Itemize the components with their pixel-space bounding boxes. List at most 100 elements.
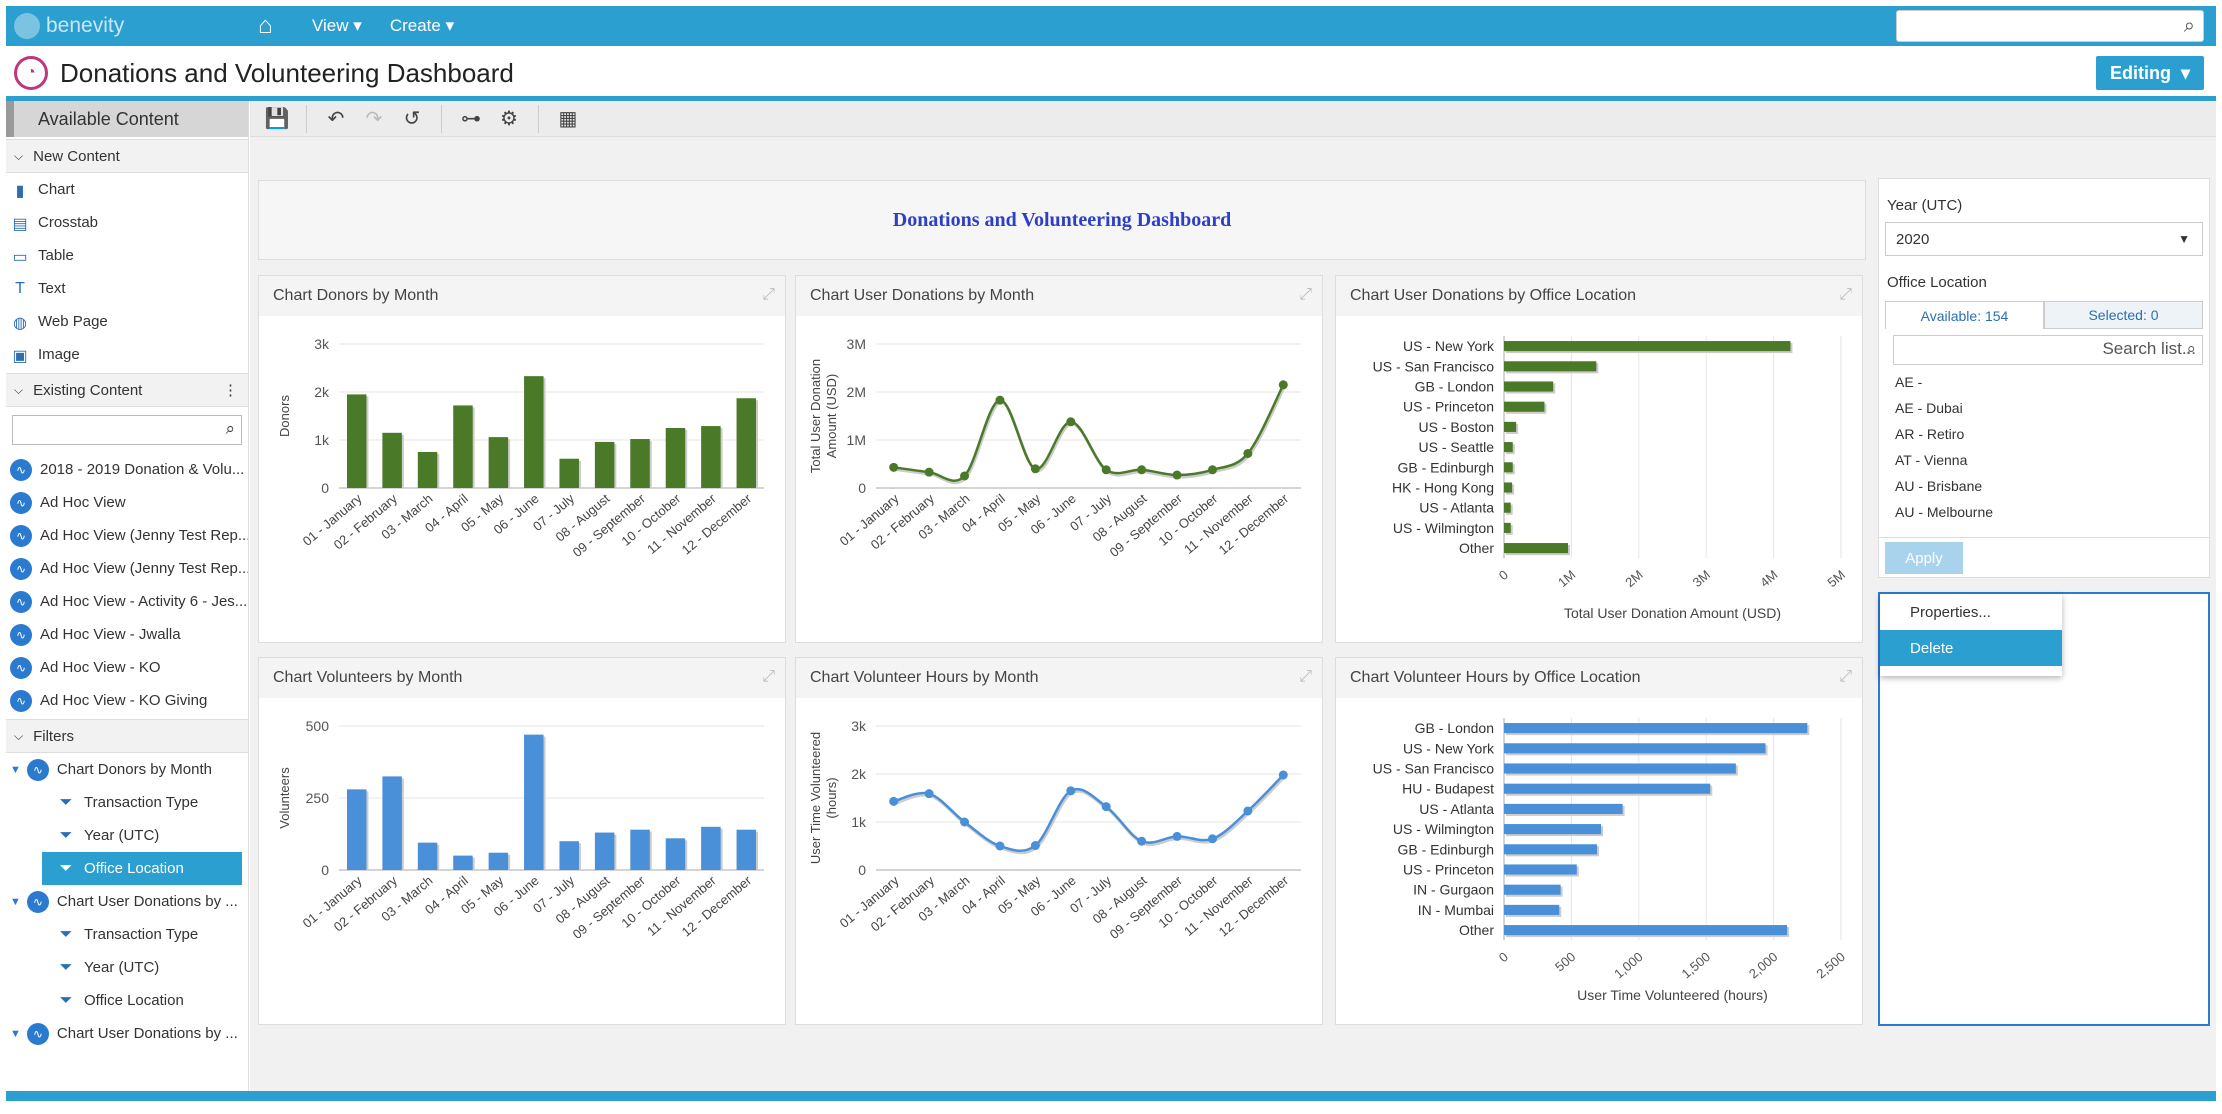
y-tick-label: 3M [847, 336, 866, 352]
existing-view-item[interactable]: ∿ Ad Hoc View - KO [6, 651, 248, 684]
category-label: US - Wilmington [1393, 520, 1494, 536]
global-search-input[interactable]: ⌕ [1896, 10, 2204, 42]
year-select[interactable]: 2020 ▼ [1885, 222, 2203, 256]
existing-view-item[interactable]: ∿ Ad Hoc View [6, 486, 248, 519]
data-point [960, 817, 970, 827]
chart-panel[interactable]: Chart Volunteer Hours by Office Location… [1335, 657, 1863, 1025]
data-point [1243, 448, 1253, 458]
delete-menu-item[interactable]: Delete [1880, 630, 2062, 666]
filter-item[interactable]: ⏷ Transaction Type [6, 918, 248, 951]
more-options-icon[interactable]: ⋮ [223, 382, 238, 399]
filters-section[interactable]: ⌵ Filters [6, 719, 248, 753]
category-label: US - Princeton [1403, 862, 1494, 878]
home-icon[interactable]: ⌂ [258, 12, 273, 39]
bar [1504, 844, 1598, 855]
location-search-input[interactable]: Search list... ⌕ [1893, 335, 2203, 365]
chart-panel[interactable]: Chart Volunteers by Month ⤢ 0 250 500 Volunte… [258, 657, 786, 1025]
data-point [1207, 465, 1217, 475]
expand-icon[interactable]: ⤢ [762, 668, 775, 685]
expand-icon[interactable]: ⤢ [1299, 668, 1312, 685]
dashboard-title-text[interactable]: Donations and Volunteering Dashboard [258, 180, 1866, 260]
existing-view-item[interactable]: ∿ 2018 - 2019 Donation & Volu... [6, 453, 248, 486]
bar [1504, 381, 1554, 392]
redo-icon[interactable]: ↷ [365, 108, 383, 130]
location-option[interactable]: AT - Vienna [1895, 452, 1968, 468]
bar [1504, 421, 1517, 432]
filter-item[interactable]: ⏷ Year (UTC) [6, 819, 248, 852]
filter-group[interactable]: ▼ ∿ Chart Donors by Month [6, 753, 248, 786]
bar [1504, 341, 1791, 352]
new-content-image[interactable]: ▣ Image [6, 338, 248, 371]
filter-item[interactable]: ⏷ Office Location [6, 984, 248, 1017]
new-content-chart[interactable]: ▮ Chart [6, 173, 248, 206]
data-point [995, 841, 1005, 851]
expand-icon[interactable]: ⤢ [1839, 286, 1852, 303]
undo-all-icon[interactable]: ↺ [403, 108, 421, 130]
editor-toolbar: 💾 ↶ ↷ ↺ ⊶ ⚙ ▦ [250, 101, 2216, 137]
chart-panel[interactable]: Chart Volunteer Hours by Month ⤢ 0 1k 2k 3k Us… [795, 657, 1323, 1025]
bar [453, 855, 473, 870]
location-option[interactable]: AR - Retiro [1895, 426, 1965, 442]
new-content-section[interactable]: ⌵ New Content [6, 139, 248, 173]
category-label: HU - Budapest [1402, 781, 1494, 797]
chart-panel[interactable]: Chart Donors by Month ⤢ 0 1k 2k 3k Donors 01 - … [258, 275, 786, 643]
existing-content-section[interactable]: ⌵ Existing Content ⋮ [6, 373, 248, 407]
save-icon[interactable]: 💾 [264, 108, 290, 130]
filter-item[interactable]: ⏷ Transaction Type [6, 786, 248, 819]
properties-menu-item[interactable]: Properties... [1910, 603, 1991, 621]
y-tick-label: 250 [306, 790, 330, 806]
existing-view-item[interactable]: ∿ Ad Hoc View - KO Giving [6, 684, 248, 717]
expand-icon[interactable]: ⤢ [762, 286, 775, 303]
category-label: US - Boston [1419, 419, 1494, 435]
benevity-logo[interactable]: benevity [14, 13, 234, 39]
expand-icon[interactable]: ⤢ [1299, 286, 1312, 303]
filter-item[interactable]: ⏷ Office Location [42, 852, 242, 885]
chart-title: Chart User Donations by Office Location [1336, 276, 1862, 316]
bar [1504, 543, 1569, 554]
funnel-icon: ⏷ [59, 826, 73, 844]
existing-view-item[interactable]: ∿ Ad Hoc View - Jwalla [6, 618, 248, 651]
existing-view-item[interactable]: ∿ Ad Hoc View (Jenny Test Rep... [6, 552, 248, 585]
location-option[interactable]: AE - [1895, 374, 1923, 390]
filter-item[interactable]: ⏷ Year (UTC) [6, 951, 248, 984]
new-content-crosstab[interactable]: ▤ Crosstab [6, 206, 248, 239]
y-tick-label: 1k [851, 814, 867, 830]
input-controls-icon[interactable]: ⊶ [461, 108, 481, 130]
new-content-table[interactable]: ▭ Table [6, 239, 248, 272]
category-label: US - Atlanta [1419, 801, 1494, 817]
available-content-header[interactable]: Available Content [6, 101, 248, 137]
ad-hoc-view-icon: ∿ [10, 458, 32, 481]
y-tick-label: 0 [858, 480, 866, 496]
chart-panel[interactable]: Chart User Donations by Office Location ⤢… [1335, 275, 1863, 643]
chevron-down-icon: ⌵ [14, 148, 24, 163]
title-bar: ◔ Donations and Volunteering Dashboard E… [6, 48, 2216, 98]
chart-title: Chart User Donations by Month [796, 276, 1322, 316]
location-option[interactable]: AU - Brisbane [1895, 478, 1983, 494]
selected-tab[interactable]: Selected: 0 [2044, 301, 2203, 329]
expand-icon[interactable]: ⤢ [1839, 668, 1852, 685]
view-menu[interactable]: View ▾ [312, 16, 362, 35]
data-point [1172, 831, 1182, 841]
bar [1504, 763, 1736, 774]
gear-icon[interactable]: ⚙ [500, 108, 518, 130]
location-option[interactable]: AU - Melbourne [1895, 504, 1994, 520]
grid-icon[interactable]: ▦ [558, 108, 578, 130]
apply-button[interactable]: Apply [1885, 542, 1963, 574]
chart-panel[interactable]: Chart User Donations by Month ⤢ 0 1M 2M 3M Tot… [795, 275, 1323, 643]
filter-group[interactable]: ▼ ∿ Chart User Donations by ... [6, 1017, 248, 1050]
existing-view-item[interactable]: ∿ Ad Hoc View (Jenny Test Rep... [6, 519, 248, 552]
create-menu[interactable]: Create ▾ [389, 16, 455, 35]
existing-view-item[interactable]: ∿ Ad Hoc View - Activity 6 - Jes... [6, 585, 248, 618]
new-content-web-page[interactable]: ◍ Web Page [6, 305, 248, 338]
filter-group[interactable]: ▼ ∿ Chart User Donations by ... [6, 885, 248, 918]
existing-content-search-input[interactable]: ⌕ [12, 415, 242, 445]
undo-icon[interactable]: ↶ [327, 108, 345, 130]
bar [1504, 482, 1513, 493]
data-point [924, 789, 934, 799]
chart-title: Chart Volunteer Hours by Month [796, 658, 1322, 698]
editing-dropdown-button[interactable]: Editing ▾ [2096, 56, 2204, 90]
available-tab[interactable]: Available: 154 [1885, 301, 2044, 329]
new-content-text[interactable]: T Text [6, 272, 248, 305]
location-option[interactable]: AE - Dubai [1895, 400, 1963, 416]
